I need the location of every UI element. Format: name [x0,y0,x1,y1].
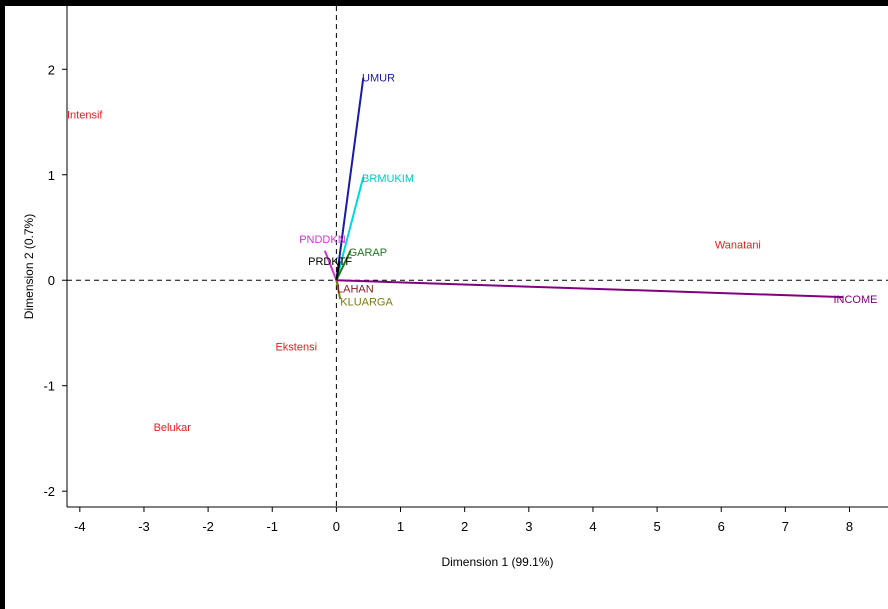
point-label-wanatani: Wanatani [715,239,761,251]
x-tick-label: -4 [74,519,86,534]
vector-prdktf [335,261,341,281]
vector-umur [335,77,365,281]
x-tick-label: -2 [202,519,214,534]
x-tick-label: 6 [718,519,725,534]
x-tick-label: 1 [397,519,404,534]
x-tick-label: 5 [653,519,660,534]
point-label-pnddkn: PNDDKN [299,234,346,246]
point-label-intensif: Intensif [67,110,103,122]
x-tick-label: -3 [138,519,150,534]
point-label-lahan: LAHAN [337,284,374,296]
y-tick-label: 0 [48,273,55,288]
vector-kluarga [335,280,342,300]
x-axis-label: Dimension 1 (99.1%) [441,555,553,569]
point-label-garap: GARAP [349,247,388,259]
vector-brmukim [335,176,365,281]
point-label-prdktf: PRDKTF [308,256,352,268]
vector-income [336,279,844,299]
x-tick-label: -1 [266,519,278,534]
y-tick-label: -2 [43,484,55,499]
y-axis-label: Dimension 2 (0.7%) [22,214,36,319]
vector-garap [335,250,352,281]
y-tick-label: 2 [48,62,55,77]
point-label-brmukim: BRMUKIM [362,173,414,185]
point-label-ekstensi: Ekstensi [275,342,317,354]
x-tick-label: 4 [589,519,596,534]
vector-pnddkn [323,250,338,281]
x-tick-label: 2 [461,519,468,534]
point-label-belukar: Belukar [154,422,192,434]
x-tick-label: 8 [846,519,853,534]
x-tick-label: 0 [333,519,340,534]
x-tick-label: 7 [782,519,789,534]
y-tick-label: -1 [43,379,55,394]
y-tick-label: 1 [48,168,55,183]
point-label-income: INCOME [833,294,877,306]
point-label-umur: UMUR [362,73,395,85]
x-tick-label: 3 [525,519,532,534]
point-label-kluarga: KLUARGA [340,296,393,308]
